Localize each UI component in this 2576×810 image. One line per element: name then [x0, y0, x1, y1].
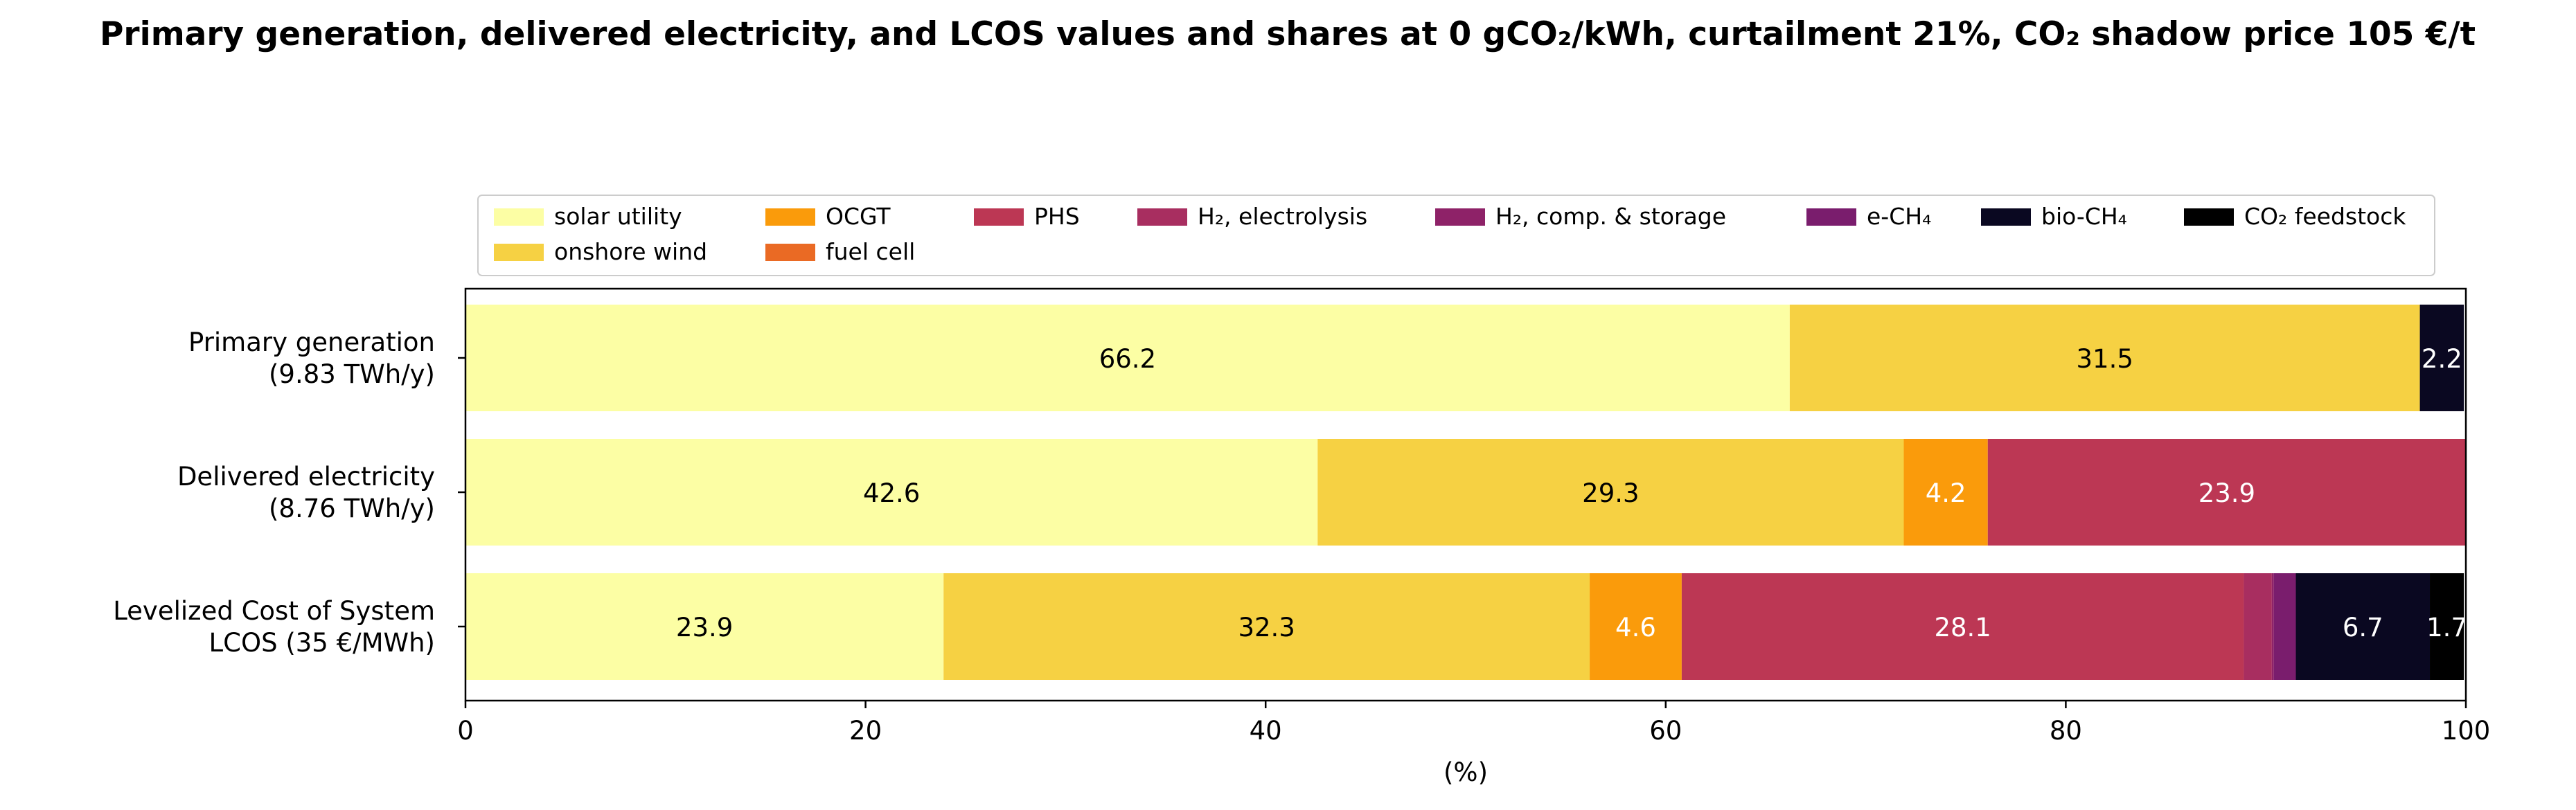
- legend-item-phs: PHS: [974, 203, 1080, 230]
- legend-item-e-ch4: e-CH₄: [1806, 203, 1931, 230]
- legend-item-bio-ch4: bio-CH₄: [1981, 203, 2127, 230]
- legend-item-onshore-wind: onshore wind: [494, 238, 707, 265]
- plot-frame: [464, 287, 2467, 702]
- legend-label-bio-ch4: bio-CH₄: [2041, 203, 2127, 230]
- legend-swatch-onshore-wind: [494, 244, 544, 261]
- bar-value-label-ocgt-1: 4.2: [1926, 478, 1966, 508]
- bar-value-label-solar-utility-2: 23.9: [676, 613, 733, 642]
- bar-value-label-solar-utility-0: 66.2: [1099, 344, 1156, 374]
- x-tick-label-40: 40: [1250, 716, 1282, 746]
- y-axis: Primary generation (9.83 TWh/y) Delivered …: [113, 327, 465, 658]
- x-tick-label-60: 60: [1649, 716, 1682, 746]
- bar-segment-e-ch4-2: [2273, 573, 2296, 680]
- bar-value-label-phs-1: 23.9: [2199, 478, 2255, 508]
- x-tick-label-0: 0: [457, 716, 474, 746]
- legend-swatch-phs: [974, 208, 1024, 226]
- legend-item-h2-electrolysis: H₂, electrolysis: [1137, 203, 1367, 230]
- bar-segment-onshore-wind-2: [943, 573, 1590, 680]
- bars: 66.2 31.5 2.2 42.6 29.3 4.2 23.9 23.9 32.3 4.6 28.…: [465, 305, 2467, 680]
- bar-value-label-phs-2: 28.1: [1934, 613, 1991, 642]
- legend-item-fuel-cell: fuel cell: [765, 238, 915, 265]
- bar-segment-ocgt-2: [1590, 573, 1682, 680]
- bar-value-label-onshore-wind-1: 29.3: [1582, 478, 1639, 508]
- y-tick-label-1: Delivered electricity (8.76 TWh/y): [177, 462, 435, 523]
- bar-segment-bio-ch4-0: [2419, 305, 2464, 411]
- legend-label-e-ch4: e-CH₄: [1867, 203, 1931, 230]
- bar-value-label-onshore-wind-2: 32.3: [1238, 613, 1295, 642]
- bar-segment-h2-electrolysis-2: [2244, 573, 2272, 680]
- legend-label-onshore-wind: onshore wind: [554, 238, 707, 265]
- x-tick-label-80: 80: [2050, 716, 2082, 746]
- bar-segment-ocgt-1: [1903, 439, 1988, 546]
- legend-label-ocgt: OCGT: [826, 203, 891, 230]
- legend-swatch-e-ch4: [1806, 208, 1856, 226]
- x-tick-label-100: 100: [2442, 716, 2491, 746]
- legend-swatch-solar-utility: [494, 208, 544, 226]
- legend-swatch-h2-electrolysis: [1137, 208, 1187, 226]
- bar-segment-solar-utility-2: [465, 573, 944, 680]
- y-tick-label-2: Levelized Cost of System LCOS (35 €/MWh): [113, 596, 435, 658]
- bar-segment-phs-2: [1681, 573, 2244, 680]
- legend-item-solar-utility: solar utility: [494, 203, 682, 230]
- bar-segment-bio-ch4-2: [2295, 573, 2431, 680]
- bar-value-label-solar-utility-1: 42.6: [863, 478, 920, 508]
- legend-item-ocgt: OCGT: [765, 203, 891, 230]
- bar-segment-h2-comp-storage-2: [2271, 573, 2274, 680]
- bar-value-label-co2-feedstock-2: 1.7: [2426, 613, 2467, 642]
- chart-title: Primary generation, delivered electricit…: [100, 15, 2476, 53]
- bar-value-label-bio-ch4-2: 6.7: [2343, 613, 2383, 642]
- legend: solar utility onshore wind OCGT fuel cell PH…: [477, 195, 2435, 276]
- legend-label-co2-feedstock: CO₂ feedstock: [2244, 203, 2406, 230]
- x-tick-label-20: 20: [849, 716, 882, 746]
- legend-swatch-bio-ch4: [1981, 208, 2031, 226]
- x-axis: 0 20 40 60 80 100: [457, 701, 2490, 746]
- legend-swatch-co2-feedstock: [2184, 208, 2234, 226]
- legend-item-h2-comp-storage: H₂, comp. & storage: [1435, 203, 1726, 230]
- bar-segment-onshore-wind-1: [1317, 439, 1904, 546]
- bar-segment-solar-utility-1: [465, 439, 1318, 546]
- legend-frame: [477, 195, 2435, 276]
- legend-item-co2-feedstock: CO₂ feedstock: [2184, 203, 2406, 230]
- legend-swatch-ocgt: [765, 208, 815, 226]
- legend-label-phs: PHS: [1034, 203, 1080, 230]
- legend-label-h2-electrolysis: H₂, electrolysis: [1198, 203, 1367, 230]
- bar-segment-onshore-wind-0: [1789, 305, 2420, 411]
- bar-value-label-ocgt-2: 4.6: [1615, 613, 1656, 642]
- legend-label-h2-comp-storage: H₂, comp. & storage: [1495, 203, 1726, 230]
- bar-segment-phs-1: [1987, 439, 2466, 546]
- bar-segment-solar-utility-0: [465, 305, 1790, 411]
- x-axis-label: (%): [1444, 757, 1488, 787]
- bar-segment-co2-feedstock-2: [2430, 573, 2464, 680]
- bar-value-label-onshore-wind-0: 31.5: [2077, 344, 2133, 374]
- legend-swatch-fuel-cell: [765, 244, 815, 261]
- y-tick-label-0: Primary generation (9.83 TWh/y): [188, 327, 435, 389]
- legend-swatch-h2-comp-storage: [1435, 208, 1485, 226]
- legend-label-solar-utility: solar utility: [554, 203, 682, 230]
- legend-label-fuel-cell: fuel cell: [826, 238, 915, 265]
- bar-value-label-bio-ch4-0: 2.2: [2422, 344, 2462, 374]
